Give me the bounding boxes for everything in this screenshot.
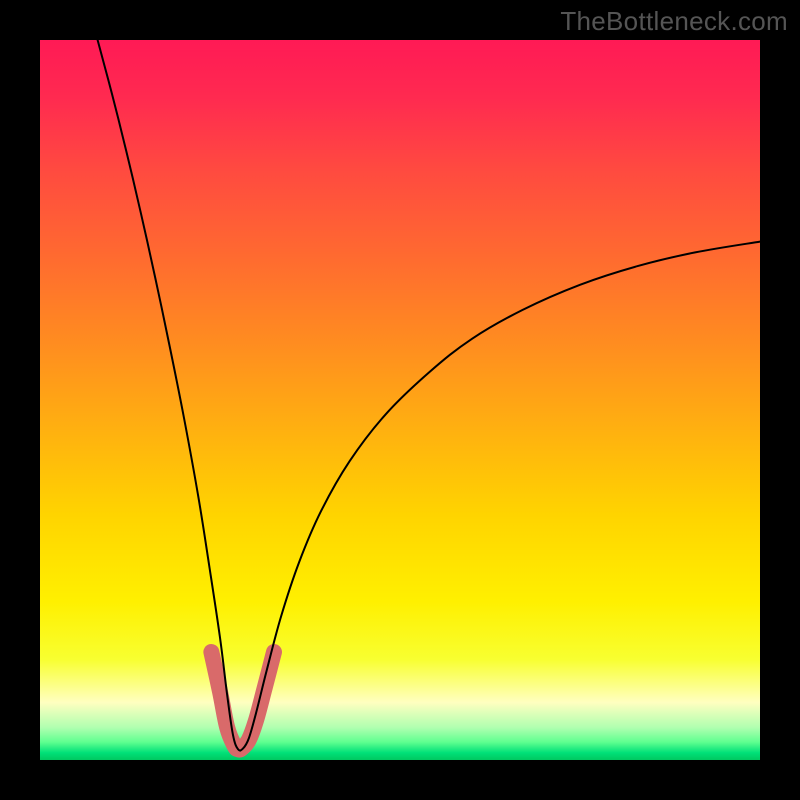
- watermark-text: TheBottleneck.com: [560, 6, 788, 37]
- bottleneck-chart: [0, 0, 800, 800]
- chart-container: { "watermark": { "text": "TheBottleneck.…: [0, 0, 800, 800]
